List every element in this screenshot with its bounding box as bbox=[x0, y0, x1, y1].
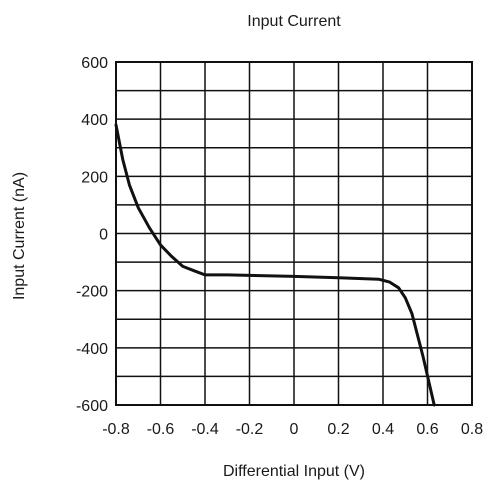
y-axis-label: Input Current (nA) bbox=[11, 172, 28, 300]
chart-title: Input Current bbox=[247, 13, 341, 30]
series-line bbox=[114, 123, 436, 407]
x-tick-label: 0.2 bbox=[327, 421, 349, 438]
x-tick-label: -0.4 bbox=[191, 421, 219, 438]
y-tick-label: -400 bbox=[76, 341, 108, 358]
y-tick-label: -600 bbox=[76, 398, 108, 415]
x-tick-label: 0 bbox=[290, 421, 299, 438]
y-tick-labels: 600 400 200 0 -200 -400 -600 bbox=[76, 55, 108, 415]
x-tick-label: 0.8 bbox=[461, 421, 483, 438]
x-tick-label: -0.8 bbox=[102, 421, 130, 438]
grid bbox=[116, 62, 472, 405]
x-axis-label: Differential Input (V) bbox=[223, 463, 365, 480]
y-tick-label: 400 bbox=[81, 112, 108, 129]
x-tick-label: -0.2 bbox=[236, 421, 264, 438]
x-tick-label: 0.4 bbox=[372, 421, 394, 438]
y-tick-label: 200 bbox=[81, 169, 108, 186]
x-tick-labels: -0.8 -0.6 -0.4 -0.2 0 0.2 0.4 0.6 0.8 bbox=[102, 421, 483, 438]
y-tick-label: 600 bbox=[81, 55, 108, 72]
x-tick-label: -0.6 bbox=[147, 421, 175, 438]
x-tick-label: 0.6 bbox=[416, 421, 438, 438]
plot-frame bbox=[115, 61, 473, 406]
y-tick-label: -200 bbox=[76, 284, 108, 301]
y-tick-label: 0 bbox=[99, 227, 108, 244]
